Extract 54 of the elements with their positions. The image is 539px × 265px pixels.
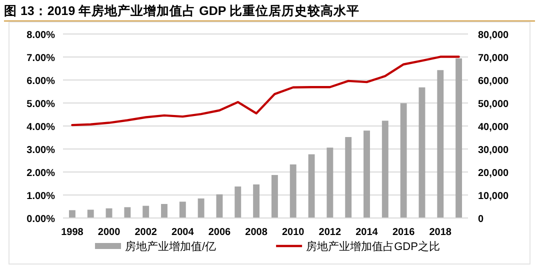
y-tick-label: 1.00% bbox=[26, 191, 56, 202]
x-tick-label: 2014 bbox=[356, 227, 378, 238]
y-tick-label: 2.00% bbox=[26, 168, 56, 179]
y2-tick-label: 60,000 bbox=[478, 76, 510, 87]
y2-tick-label: 10,000 bbox=[478, 191, 510, 202]
bar bbox=[68, 210, 76, 218]
y-tick-label: 5.00% bbox=[26, 99, 56, 110]
chart-title: 图 13：2019 年房地产业增加值占 GDP 比重位居历史较高水平 bbox=[4, 3, 360, 18]
bar bbox=[308, 154, 315, 218]
bar bbox=[216, 194, 223, 218]
x-tick-label: 2008 bbox=[245, 227, 268, 238]
legend-label: 房地产业增加值占GDP之比 bbox=[306, 240, 440, 253]
bar bbox=[142, 206, 150, 218]
bar bbox=[364, 130, 370, 218]
y-tick-label: 3.00% bbox=[26, 145, 56, 156]
x-tick-label: 1998 bbox=[61, 227, 84, 238]
bar bbox=[400, 103, 407, 218]
bar bbox=[87, 210, 94, 218]
bar bbox=[198, 198, 204, 218]
y2-tick-label: 20,000 bbox=[478, 168, 510, 179]
bar bbox=[456, 58, 462, 218]
bar bbox=[437, 70, 444, 218]
x-tick-label: 2010 bbox=[282, 227, 305, 238]
y-tick-label: 8.00% bbox=[26, 30, 56, 41]
y2-tick-label: 50,000 bbox=[478, 99, 510, 110]
y2-tick-label: 80,000 bbox=[478, 30, 510, 41]
x-tick-label: 2012 bbox=[318, 227, 342, 238]
y2-tick-label: 70,000 bbox=[478, 53, 510, 64]
x-tick-label: 2004 bbox=[172, 227, 194, 238]
y-tick-label: 7.00% bbox=[26, 53, 56, 64]
y2-tick-label: 40,000 bbox=[478, 122, 510, 133]
x-tick-label: 2000 bbox=[98, 227, 121, 238]
bar bbox=[326, 148, 334, 218]
bar bbox=[290, 164, 296, 218]
bar bbox=[382, 120, 388, 218]
legend-label: 房地产业增加值/亿 bbox=[125, 240, 216, 253]
y2-tick-label: 30,000 bbox=[478, 145, 510, 156]
x-tick-label: 2016 bbox=[392, 227, 416, 238]
bar bbox=[234, 186, 242, 218]
y-tick-label: 4.00% bbox=[26, 122, 56, 133]
y2-tick-label: 0 bbox=[478, 214, 484, 225]
bar bbox=[345, 137, 352, 218]
y-tick-label: 6.00% bbox=[26, 76, 56, 87]
bar bbox=[418, 87, 426, 218]
y-tick-label: 0.00% bbox=[26, 214, 56, 225]
x-tick-label: 2006 bbox=[208, 227, 232, 238]
bar bbox=[124, 207, 131, 218]
bar bbox=[161, 204, 168, 218]
bar bbox=[253, 184, 260, 218]
line-series bbox=[71, 56, 460, 126]
bar bbox=[271, 174, 278, 218]
bar bbox=[179, 202, 186, 218]
x-tick-label: 2018 bbox=[429, 227, 452, 238]
x-tick-label: 2002 bbox=[134, 227, 158, 238]
